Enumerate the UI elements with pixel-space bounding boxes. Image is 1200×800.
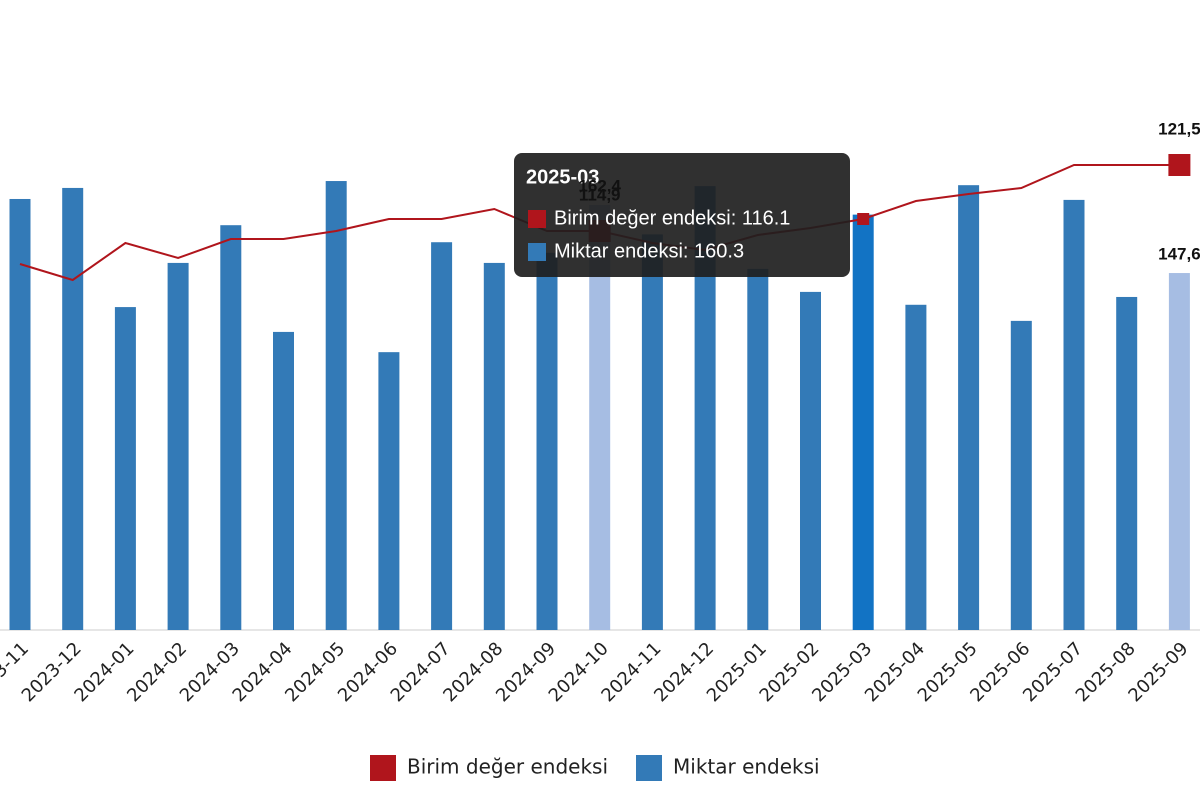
bar xyxy=(1010,320,1032,630)
tooltip-swatch xyxy=(528,243,546,261)
bar xyxy=(852,214,874,630)
legend-swatch xyxy=(636,755,662,781)
bar xyxy=(273,331,294,630)
bar xyxy=(114,307,136,630)
bar xyxy=(1063,199,1085,630)
bar xyxy=(1116,296,1138,630)
bar xyxy=(589,204,611,630)
bar xyxy=(694,186,716,630)
legend-swatch xyxy=(370,755,396,781)
bar xyxy=(378,352,400,630)
line-value-label: 121,5 xyxy=(1158,119,1200,138)
bar xyxy=(167,262,189,630)
bar xyxy=(905,304,927,630)
tooltip-title: 2025-03 xyxy=(526,166,599,188)
bar xyxy=(747,268,769,630)
legend-label: Birim değer endeksi xyxy=(407,755,608,779)
tooltip-box xyxy=(514,153,850,277)
bar xyxy=(431,242,453,630)
bar xyxy=(536,252,558,631)
legend: Birim değer endeksi Miktar endeksi xyxy=(370,755,820,781)
bar-value-label: 162,4 xyxy=(578,176,621,195)
bar xyxy=(641,234,663,630)
data-labels: 114,9 121,5 162,4 147,6 xyxy=(578,119,1200,263)
bar xyxy=(1168,273,1190,630)
bars xyxy=(9,181,1190,631)
bar xyxy=(800,291,821,630)
bar xyxy=(9,198,31,631)
line-marker xyxy=(857,213,870,225)
legend-label: Miktar endeksi xyxy=(673,755,820,779)
bar xyxy=(958,185,980,630)
bar xyxy=(325,181,347,631)
tooltip: 2025-03 Birim değer endeksi: 116.1 Mikta… xyxy=(514,153,850,277)
tooltip-swatch xyxy=(528,210,546,228)
bar xyxy=(62,187,84,630)
line-value-label: 114,9 xyxy=(579,185,621,204)
tooltip-item: Miktar endeksi: 160.3 xyxy=(554,240,744,262)
bar xyxy=(220,225,242,630)
bar-value-label: 147,6 xyxy=(1158,245,1200,264)
tooltip-item: Birim değer endeksi: 116.1 xyxy=(554,207,790,229)
line-marker xyxy=(1168,154,1191,176)
bar xyxy=(483,262,505,630)
